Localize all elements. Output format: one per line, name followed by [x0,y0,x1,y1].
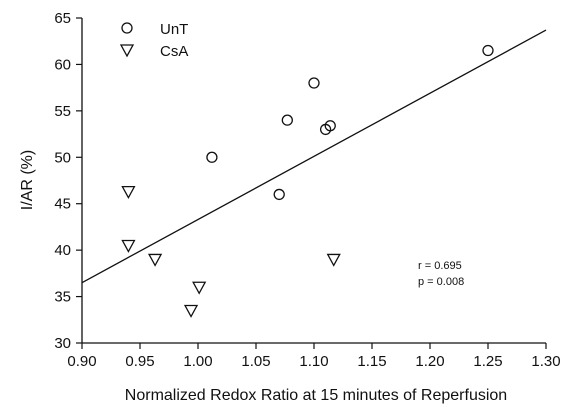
data-point-unt [281,114,293,126]
y-tick-label: 30 [54,335,71,352]
y-tick-label: 65 [54,10,71,27]
ticks: 0.90 0.95 1.00 1.05 1.10 1.15 1.20 1.25 1.30 30 35… [54,10,560,370]
x-tick-label: 1.05 [241,353,270,370]
data-point-csa [121,185,136,200]
y-tick-label: 55 [54,103,71,120]
x-tick-label: 1.00 [183,353,212,370]
data-point-unt [324,120,336,132]
x-tick-label: 1.30 [531,353,560,370]
legend-label-csa: CsA [160,43,188,60]
legend-label-unt: UnT [160,21,188,38]
y-tick-label: 60 [54,56,71,73]
x-tick-label: 0.90 [67,353,96,370]
x-tick-label: 1.25 [473,353,502,370]
data-point-unt [273,188,285,201]
data-point-csa [121,239,136,253]
y-axis-title: I/AR (%) [19,150,36,210]
annotation-r-value: r = 0.695 [418,260,462,272]
regression-line [81,29,547,284]
y-tick-label: 50 [54,149,71,166]
y-tick-label: 40 [54,242,71,259]
legend-marker-unt [121,22,133,34]
annotation-p-value: p = 0.008 [418,276,464,288]
legend-marker-csa [119,44,135,58]
data-point-unt [206,151,218,163]
data-point-unt [308,77,320,89]
legend: UnT CsA [119,21,188,60]
data-point-csa [183,304,199,318]
x-tick-label: 1.10 [299,353,328,370]
x-axis-title: Normalized Redox Ratio at 15 minutes of … [125,387,507,404]
regression-line-group [81,29,547,284]
data-point-csa [326,253,341,267]
data-point-csa [147,253,163,267]
y-tick-label: 35 [54,289,71,306]
x-tick-label: 0.95 [125,353,154,370]
x-tick-label: 1.15 [357,353,386,370]
data-point-unt [482,44,494,57]
data-point-csa [192,281,207,295]
axes [81,18,546,344]
data-points [121,44,494,318]
y-tick-label: 45 [54,196,71,213]
x-tick-label: 1.20 [415,353,444,370]
